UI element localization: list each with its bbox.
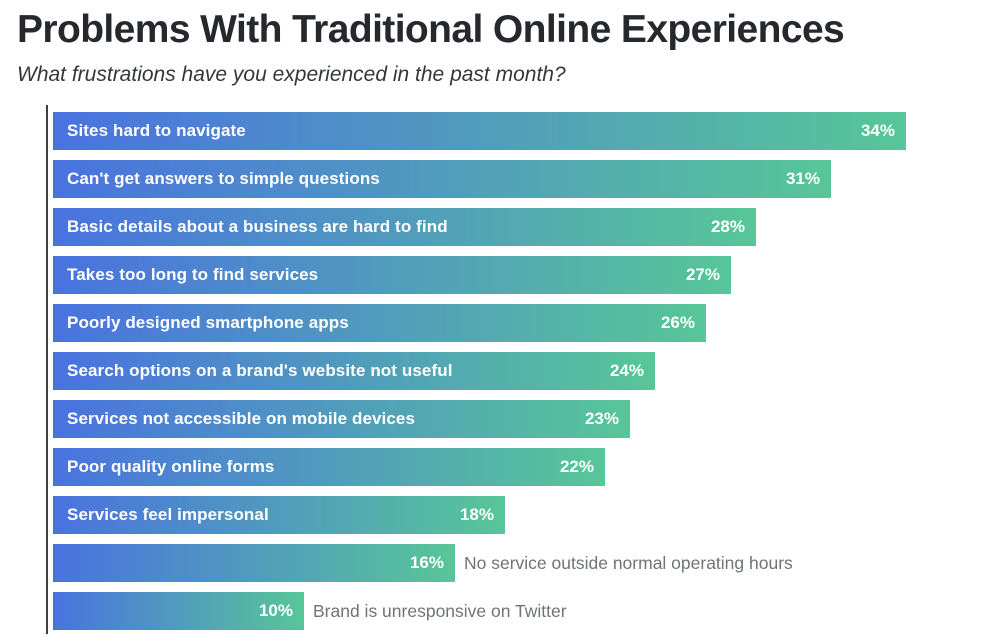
bar: 16% bbox=[53, 544, 455, 582]
bar-row: Can't get answers to simple questions 31% bbox=[53, 160, 1006, 198]
bar-value-label: 16% bbox=[409, 553, 444, 572]
page-subtitle: What frustrations have you experienced i… bbox=[17, 63, 566, 86]
bar-value-label: 24% bbox=[609, 361, 644, 380]
bar-category-label: Takes too long to find services bbox=[67, 265, 319, 284]
bar-value-label: 31% bbox=[785, 169, 820, 188]
bar-row: 10% Brand is unresponsive on Twitter bbox=[53, 592, 1006, 630]
bar-row: Poorly designed smartphone apps 26% bbox=[53, 304, 1006, 342]
bar-category-label: Search options on a brand's website not … bbox=[67, 361, 453, 380]
bar-category-label: Sites hard to navigate bbox=[67, 121, 246, 140]
bar: Poor quality online forms 22% bbox=[53, 448, 605, 486]
bar-category-label: Poor quality online forms bbox=[67, 457, 275, 476]
bar-category-label: Services feel impersonal bbox=[67, 505, 269, 524]
bar-value-label: 34% bbox=[860, 121, 895, 140]
bar-category-label-outside: No service outside normal operating hour… bbox=[464, 552, 793, 573]
page-title: Problems With Traditional Online Experie… bbox=[17, 8, 845, 51]
bar-row: Takes too long to find services 27% bbox=[53, 256, 1006, 294]
bar: Poorly designed smartphone apps 26% bbox=[53, 304, 706, 342]
bar-category-label: Services not accessible on mobile device… bbox=[67, 409, 416, 428]
bar-category-label-outside: Brand is unresponsive on Twitter bbox=[313, 600, 567, 621]
bar: 10% bbox=[53, 592, 304, 630]
bar-row: Sites hard to navigate 34% bbox=[53, 112, 1006, 150]
bar-value-label: 23% bbox=[584, 409, 619, 428]
bar-row: 16% No service outside normal operating h… bbox=[53, 544, 1006, 582]
bar-category-label: Basic details about a business are hard … bbox=[67, 217, 448, 236]
bar-chart: Sites hard to navigate 34% Can't get answe… bbox=[46, 105, 1006, 634]
bar: Basic details about a business are hard … bbox=[53, 208, 756, 246]
bar-category-label: Can't get answers to simple questions bbox=[67, 169, 380, 188]
bar-row: Services not accessible on mobile device… bbox=[53, 400, 1006, 438]
bar-value-label: 10% bbox=[258, 601, 293, 620]
bar-value-label: 26% bbox=[660, 313, 695, 332]
bar-value-label: 18% bbox=[459, 505, 494, 524]
bar-row: Services feel impersonal 18% bbox=[53, 496, 1006, 534]
bar-value-label: 22% bbox=[559, 457, 594, 476]
bar: Takes too long to find services 27% bbox=[53, 256, 731, 294]
bar-category-label: Poorly designed smartphone apps bbox=[67, 313, 349, 332]
bar-value-label: 27% bbox=[685, 265, 720, 284]
bar-row: Basic details about a business are hard … bbox=[53, 208, 1006, 246]
bar: Search options on a brand's website not … bbox=[53, 352, 655, 390]
bar: Sites hard to navigate 34% bbox=[53, 112, 906, 150]
bar-row: Search options on a brand's website not … bbox=[53, 352, 1006, 390]
bar: Can't get answers to simple questions 31% bbox=[53, 160, 831, 198]
bar-row: Poor quality online forms 22% bbox=[53, 448, 1006, 486]
bar: Services feel impersonal 18% bbox=[53, 496, 505, 534]
bar-rows-container: Sites hard to navigate 34% Can't get answe… bbox=[53, 112, 1006, 630]
bar-value-label: 28% bbox=[710, 217, 745, 236]
bar: Services not accessible on mobile device… bbox=[53, 400, 630, 438]
